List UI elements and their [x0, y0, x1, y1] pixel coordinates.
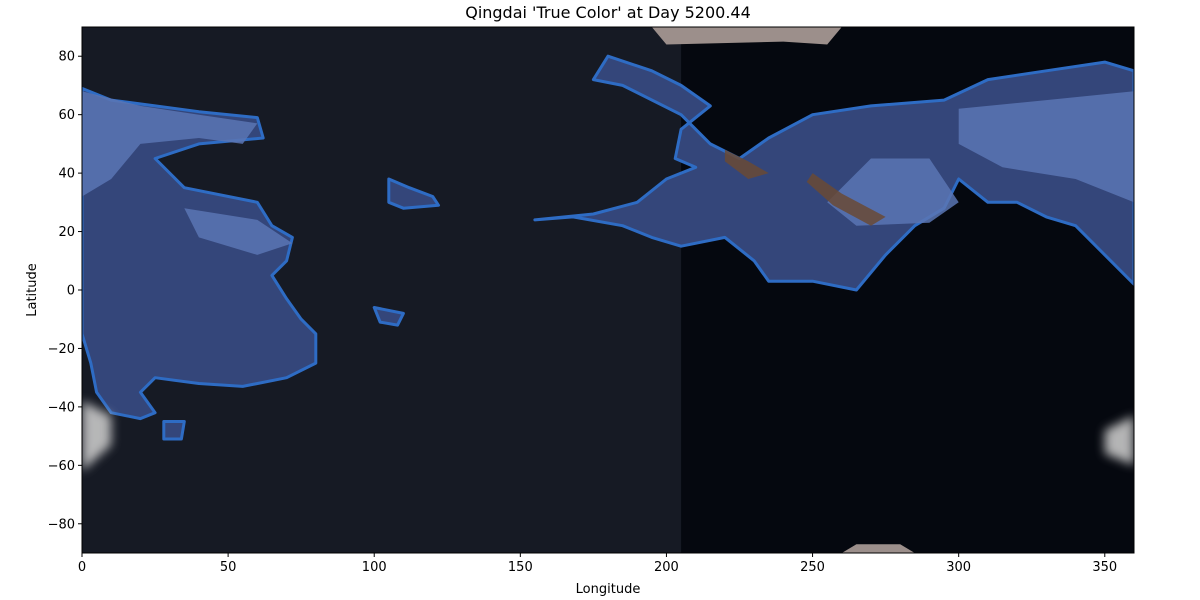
x-tick-label: 150 [508, 560, 533, 575]
y-tick-label: 80 [58, 50, 75, 65]
x-tick-label: 0 [78, 560, 86, 575]
x-tick-label: 200 [654, 560, 679, 575]
y-tick-label: −80 [48, 517, 75, 532]
band-west-lower-band [184, 208, 293, 255]
y-tick-label: 40 [58, 167, 75, 182]
x-tick-label: 100 [362, 560, 387, 575]
x-axis-label: Longitude [576, 582, 641, 597]
continent-islet-c [162, 420, 186, 441]
plot-frame [81, 26, 1135, 554]
y-tick-label: 20 [58, 225, 75, 240]
plot-area [82, 27, 1134, 553]
continent-islet-b [372, 306, 405, 327]
x-tick-label: 50 [220, 560, 237, 575]
x-axis: 0 50 100 150 200 250 300 350 [78, 553, 1117, 575]
band-east-band [958, 91, 1134, 203]
x-tick-label: 300 [946, 560, 971, 575]
x-tick-label: 250 [800, 560, 825, 575]
y-tick-label: −60 [48, 459, 75, 474]
continent-west [82, 86, 318, 421]
y-axis-label: Latitude [25, 263, 40, 317]
chart-title: Qingdai 'True Color' at Day 5200.44 [465, 3, 751, 22]
ice-west-edge-glow [82, 401, 112, 472]
ridge-ridge-2 [806, 173, 886, 226]
ice-east-edge-glow [1104, 415, 1134, 466]
y-tick-label: −40 [48, 400, 75, 415]
ridge-ridge-1 [724, 149, 769, 179]
band-west-band [82, 91, 258, 197]
y-tick-label: 0 [67, 284, 75, 299]
ice-south-cap [841, 544, 915, 553]
continent-islet-a [387, 177, 440, 210]
y-axis: −80 −60 −40 −20 0 20 40 60 80 [48, 50, 82, 532]
ice-north-cap [651, 27, 842, 45]
y-tick-label: 60 [58, 108, 75, 123]
y-tick-label: −20 [48, 342, 75, 357]
x-tick-label: 350 [1092, 560, 1117, 575]
